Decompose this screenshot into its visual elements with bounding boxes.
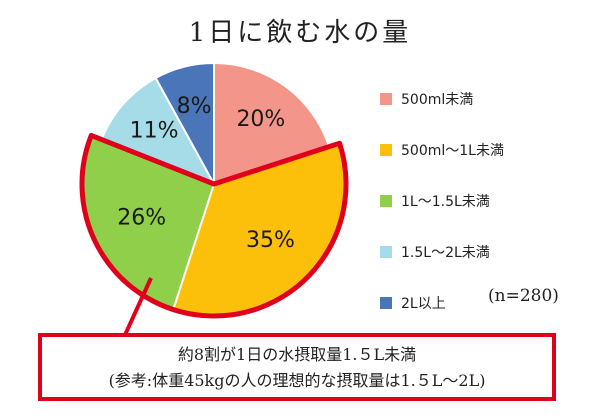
legend-label: 1.5L～2L未満 [401,245,490,261]
note-line-1: 約8割が1日の水摂取量1.５L未満 [177,345,417,364]
pie-slice-2l [154,61,215,185]
pie-slice-1-5l-2l [100,76,217,186]
chart-title: 1日に飲む水の量 [188,18,412,48]
pie-slices [81,61,347,317]
legend-swatch [380,144,392,156]
highlight-outline [79,132,349,319]
pie-value-label: 35% [246,228,295,253]
legend-label: 500ml未満 [401,92,474,108]
pie-value-label: 11% [130,119,179,144]
legend-item: 500ml～1L未満 [380,137,504,163]
pie-value-label: 20% [236,107,285,132]
legend-item: 1.5L～2L未満 [380,239,504,265]
legend-swatch [380,195,392,207]
legend-swatch [380,246,392,258]
legend-label: 1L～1.5L未満 [401,194,490,210]
legend-swatch [380,297,392,309]
slice-labels: 20% 35% 26% 11%8% [117,94,295,253]
note-box: 約8割が1日の水摂取量1.５L未満 (参考:体重45kgの人の理想的な摂取量は1… [38,333,556,401]
legend: 500ml未満 500ml～1L未満 1L～1.5L未満 1.5L～2L未満 2L以上 [380,86,504,341]
legend-swatch [380,93,392,105]
pie-value-label: 8% [177,94,212,119]
callout-line [123,277,153,336]
legend-item: 1L～1.5L未満 [380,188,504,214]
note-line-2: (参考:体重45kgの人の理想的な摂取量は1.５L～2L) [108,371,486,390]
legend-label: 500ml～1L未満 [401,143,504,159]
legend-item: 500ml未満 [380,86,504,112]
sample-size-label: (n=280) [488,286,559,306]
pie-value-label: 26% [117,206,166,231]
legend-item: 2L以上 [380,290,504,316]
highlight-outline-path [79,132,349,319]
legend-label: 2L以上 [401,296,446,312]
